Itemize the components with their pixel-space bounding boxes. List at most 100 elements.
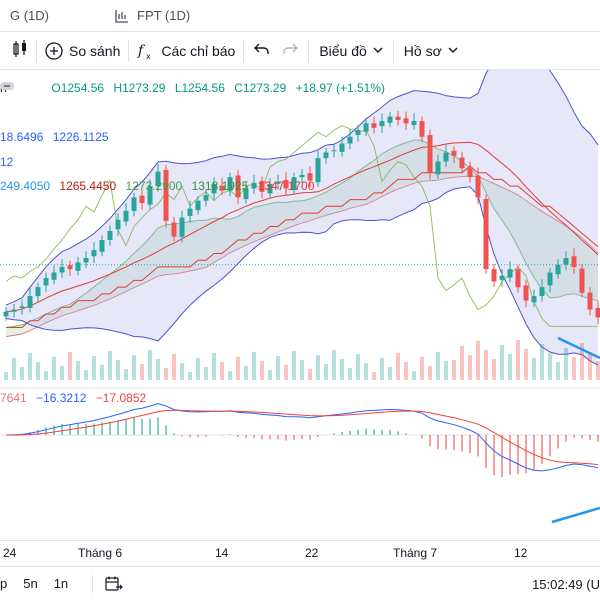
- chevron-down-icon: [448, 45, 458, 56]
- range-button-5n[interactable]: 5n: [23, 576, 38, 591]
- volume-bar: [508, 354, 512, 380]
- tab-label: G (1D): [10, 8, 49, 23]
- macd-line-value: −16.3212: [36, 391, 87, 405]
- bollinger-legend: 18.6496 1226.1125: [0, 130, 115, 144]
- range-button-1n[interactable]: 1n: [53, 576, 69, 591]
- time-axis-label: 14: [215, 546, 229, 560]
- volume-bar: [372, 372, 376, 380]
- candle-body: [531, 296, 537, 303]
- candle-body: [227, 177, 233, 191]
- volume-bar: [540, 344, 544, 380]
- volume-bar: [268, 370, 272, 380]
- ohlc-legend: h O1254.56 H1273.29 L1254.56 C1273.29 +1…: [0, 81, 391, 95]
- macd-histogram-value: 7641: [0, 391, 27, 405]
- volume-bar: [156, 359, 160, 380]
- divider: [36, 39, 37, 62]
- ichimoku-value: 1347.1700: [257, 179, 315, 193]
- candle-body: [251, 182, 257, 189]
- candle-body: [371, 123, 377, 128]
- profile-button[interactable]: Hồ sơ: [394, 32, 468, 70]
- tab-vnindex[interactable]: G (1D): [0, 0, 59, 32]
- volume-bar: [564, 348, 568, 380]
- chevron-down-icon: [373, 45, 383, 56]
- candle-body: [259, 181, 265, 192]
- candle-body: [179, 217, 185, 237]
- candle-body: [443, 152, 449, 162]
- chart-tabs: G (1D) FPT (1D): [0, 0, 600, 32]
- volume-bar: [300, 360, 304, 380]
- volume-bar: [220, 362, 224, 380]
- volume-bar: [196, 358, 200, 380]
- volume-bar: [596, 361, 600, 380]
- lagging-span: [5, 125, 598, 327]
- candle-body: [467, 168, 473, 178]
- candle-body: [155, 171, 161, 187]
- candle-body: [11, 309, 17, 312]
- volume-bar: [436, 352, 440, 380]
- chart-type-button[interactable]: Biểu đồ: [309, 32, 392, 70]
- tab-fpt[interactable]: FPT (1D): [105, 0, 200, 32]
- volume-bar: [76, 361, 80, 380]
- volume-bar: [212, 353, 216, 380]
- candle-body: [163, 169, 169, 221]
- volume-bar: [204, 367, 208, 380]
- volume-bar: [364, 363, 368, 380]
- redo-button[interactable]: [276, 32, 308, 70]
- candle-body: [523, 285, 529, 301]
- volume-bar: [180, 363, 184, 380]
- candle-body: [331, 150, 337, 152]
- indicator-legend: 12: [0, 155, 19, 169]
- volume-bar: [68, 352, 72, 380]
- volume-bar: [452, 360, 456, 380]
- price-chart[interactable]: [0, 70, 600, 540]
- volume-bar: [332, 350, 336, 380]
- candle-body: [43, 278, 49, 286]
- volume-bar: [580, 343, 584, 380]
- candle-body: [123, 210, 129, 222]
- volume-bar: [548, 353, 552, 380]
- candle-body: [515, 269, 521, 288]
- collapse-icon[interactable]: [0, 82, 38, 94]
- candle-body: [387, 116, 393, 123]
- volume-bar: [324, 364, 328, 380]
- candle-body: [411, 121, 417, 125]
- candle-body: [211, 183, 217, 194]
- time-axis-label: 24: [3, 546, 17, 560]
- time-axis[interactable]: 24 Tháng 6 14 22 Tháng 7 12: [0, 540, 600, 566]
- chart-area[interactable]: h O1254.56 H1273.29 L1254.56 C1273.29 +1…: [0, 70, 600, 540]
- candle-body: [419, 121, 425, 137]
- volume-bar: [36, 362, 40, 380]
- candle-body: [483, 199, 489, 270]
- go-to-date-icon[interactable]: [105, 576, 124, 592]
- candle-style-button[interactable]: [0, 32, 36, 70]
- volume-bar: [140, 364, 144, 380]
- range-button-p[interactable]: p: [0, 576, 8, 591]
- volume-bar: [500, 345, 504, 380]
- undo-button[interactable]: [244, 32, 276, 70]
- svg-text:x: x: [146, 52, 151, 60]
- volume-bar: [172, 354, 176, 380]
- bollinger-band-fill: [6, 70, 598, 366]
- volume-bar: [148, 350, 152, 380]
- macd-line: [5, 403, 599, 472]
- chart-type-label: Biểu đồ: [319, 42, 367, 59]
- candle-body: [379, 121, 385, 127]
- ichimoku-value: 1318.1925: [191, 179, 249, 193]
- volume-bar: [588, 352, 592, 380]
- volume-bar: [28, 353, 32, 380]
- trend-line: [557, 336, 600, 360]
- macd-signal-value: −17.0852: [95, 391, 147, 405]
- timezone-clock[interactable]: 15:02:49 (U: [532, 577, 600, 592]
- candle-body: [355, 130, 361, 135]
- candle-body: [139, 195, 145, 203]
- candle-body: [203, 195, 209, 201]
- volume-bar: [404, 362, 408, 380]
- volume-bar: [460, 346, 464, 380]
- indicator-value: 12: [0, 155, 14, 169]
- candle-body: [587, 292, 593, 310]
- compare-button[interactable]: So sánh: [37, 32, 128, 70]
- volume-bar: [492, 359, 496, 380]
- macd-legend: 7641 −16.3212 −17.0852: [0, 391, 152, 405]
- candle-body: [563, 258, 569, 265]
